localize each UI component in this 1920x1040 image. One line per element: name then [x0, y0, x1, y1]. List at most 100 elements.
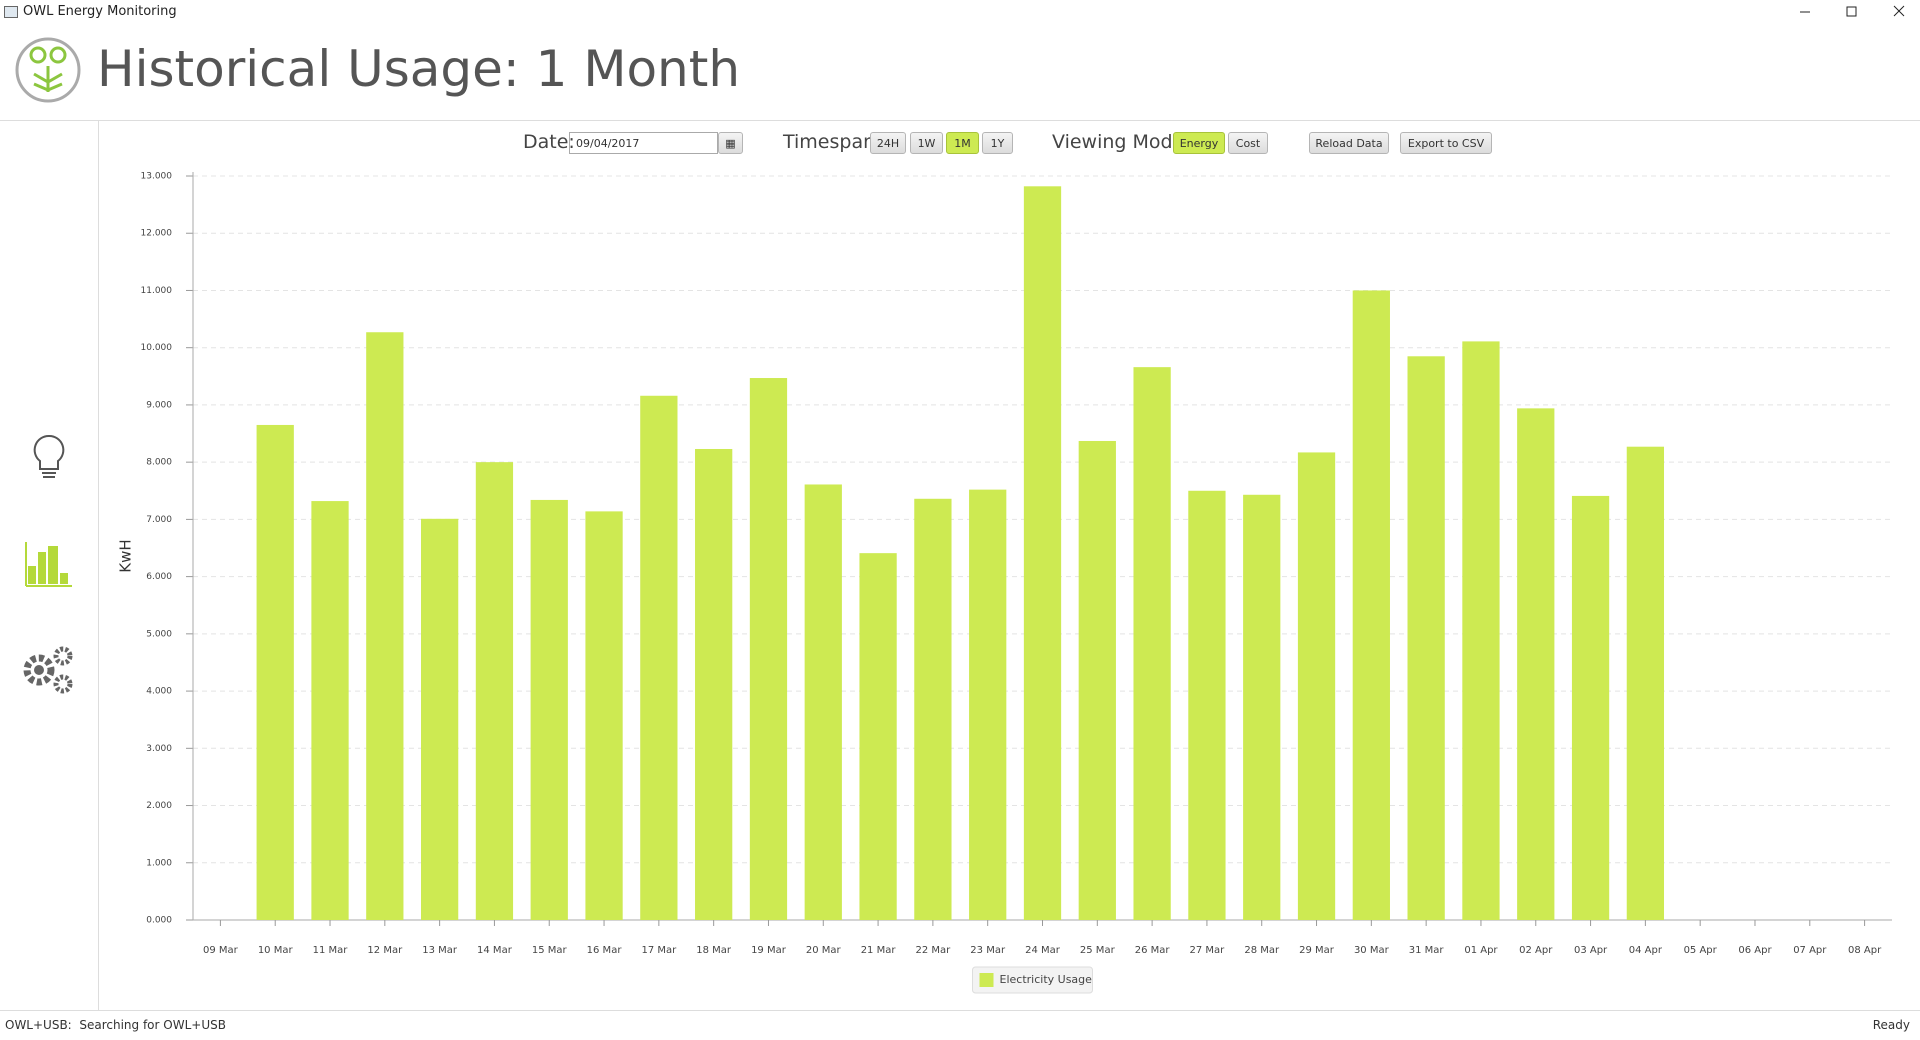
x-tick-label: 11 Mar	[313, 945, 349, 956]
y-tick-label: 10.000	[141, 343, 173, 353]
x-tick-label: 03 Apr	[1574, 945, 1608, 956]
y-tick-label: 11.000	[141, 286, 173, 296]
bar	[914, 498, 952, 920]
x-tick-label: 14 Mar	[477, 945, 513, 956]
y-tick-label: 12.000	[141, 229, 173, 239]
timespan-label: Timespan:	[783, 131, 882, 153]
y-tick-label: 3.000	[146, 744, 172, 754]
bar	[256, 424, 294, 920]
bar	[1078, 440, 1116, 920]
date-label: Date:	[523, 131, 575, 153]
legend-label: Electricity Usage	[1000, 973, 1093, 986]
x-tick-label: 04 Apr	[1629, 945, 1663, 956]
x-tick-label: 19 Mar	[751, 945, 787, 956]
y-tick-label: 0.000	[146, 916, 172, 926]
sidebar-divider	[98, 120, 99, 1010]
x-tick-label: 07 Apr	[1793, 945, 1827, 956]
x-tick-label: 29 Mar	[1299, 945, 1335, 956]
y-tick-label: 7.000	[146, 515, 172, 525]
x-tick-label: 20 Mar	[806, 945, 842, 956]
y-tick-label: 2.000	[146, 801, 172, 811]
bar	[585, 511, 623, 920]
bar	[969, 489, 1007, 920]
x-tick-label: 09 Mar	[203, 945, 239, 956]
x-tick-label: 22 Mar	[915, 945, 951, 956]
x-tick-label: 28 Mar	[1244, 945, 1280, 956]
bar	[1517, 408, 1555, 920]
bar	[1571, 495, 1610, 920]
bar	[695, 448, 733, 920]
x-tick-label: 16 Mar	[587, 945, 623, 956]
sidebar-icons[interactable]	[20, 430, 80, 700]
x-tick-label: 23 Mar	[970, 945, 1006, 956]
bar	[749, 378, 788, 920]
page-title: Historical Usage: 1 Month	[97, 40, 741, 98]
bar	[1243, 494, 1281, 920]
y-axis-label: KwH	[117, 539, 135, 572]
status-right: Ready	[1872, 1018, 1910, 1032]
bar	[420, 518, 459, 920]
x-tick-label: 01 Apr	[1464, 945, 1498, 956]
legend-box	[972, 966, 1093, 994]
x-tick-label: 15 Mar	[532, 945, 568, 956]
x-tick-label: 12 Mar	[367, 945, 403, 956]
bar	[804, 484, 842, 920]
bar	[1626, 446, 1665, 920]
timespan-button[interactable]: 1Y	[982, 132, 1013, 154]
y-tick-label: 9.000	[146, 400, 172, 410]
export-button[interactable]: Export to CSV	[1400, 132, 1492, 154]
x-tick-label: 24 Mar	[1025, 945, 1061, 956]
y-tick-label: 4.000	[146, 687, 172, 697]
calendar-button[interactable]: ▦	[718, 132, 743, 154]
bar	[1297, 452, 1336, 920]
bar	[1462, 341, 1500, 920]
x-tick-label: 10 Mar	[258, 945, 294, 956]
x-tick-label: 31 Mar	[1409, 945, 1445, 956]
chart: KwH 0.000 1.000 2.000 3.000 4.000 5.000 6.000 7…	[117, 172, 1892, 994]
window-title: OWL Energy Monitoring	[23, 4, 177, 19]
window-controls[interactable]	[1780, 0, 1920, 24]
y-tick-label: 1.000	[146, 858, 172, 868]
bar	[859, 553, 897, 920]
status-divider	[0, 1010, 1920, 1011]
x-tick-label: 27 Mar	[1190, 945, 1226, 956]
mode-button[interactable]: Cost	[1228, 132, 1268, 154]
y-tick-label: 8.000	[146, 458, 172, 468]
x-tick-label: 25 Mar	[1080, 945, 1116, 956]
header-divider	[0, 120, 1920, 121]
bar	[311, 501, 349, 920]
bar	[366, 332, 404, 920]
x-tick-label: 08 Apr	[1848, 945, 1882, 956]
x-tick-label: 18 Mar	[696, 945, 732, 956]
reload-button[interactable]: Reload Data	[1309, 132, 1389, 154]
y-tick-label: 5.000	[146, 629, 172, 639]
bar	[1407, 356, 1445, 920]
bar	[1188, 490, 1226, 920]
date-input[interactable]: 09/04/2017	[569, 132, 718, 154]
x-tick-label: 06 Apr	[1738, 945, 1772, 956]
bar	[475, 462, 514, 920]
bar	[1352, 290, 1390, 920]
bar	[640, 395, 678, 921]
bar	[1023, 186, 1062, 921]
y-tick-label: 13.000	[141, 172, 173, 182]
x-tick-label: 05 Apr	[1684, 945, 1718, 956]
y-tick-label: 6.000	[146, 572, 172, 582]
app-icon	[4, 6, 18, 18]
x-tick-label: 17 Mar	[641, 945, 677, 956]
status-left: OWL+USB: Searching for OWL+USB	[5, 1018, 226, 1032]
timespan-button[interactable]: 1M	[946, 132, 979, 154]
x-tick-label: 13 Mar	[422, 945, 458, 956]
x-tick-label: 30 Mar	[1354, 945, 1390, 956]
logo	[15, 37, 81, 103]
x-tick-label: 26 Mar	[1135, 945, 1171, 956]
bar	[1133, 367, 1171, 920]
timespan-button[interactable]: 24H	[870, 132, 906, 154]
timespan-button[interactable]: 1W	[910, 132, 943, 154]
mode-button[interactable]: Energy	[1173, 132, 1225, 154]
bar	[530, 499, 568, 920]
title-bar: OWL Energy Monitoring	[0, 0, 1920, 24]
x-tick-label: 02 Apr	[1519, 945, 1553, 956]
